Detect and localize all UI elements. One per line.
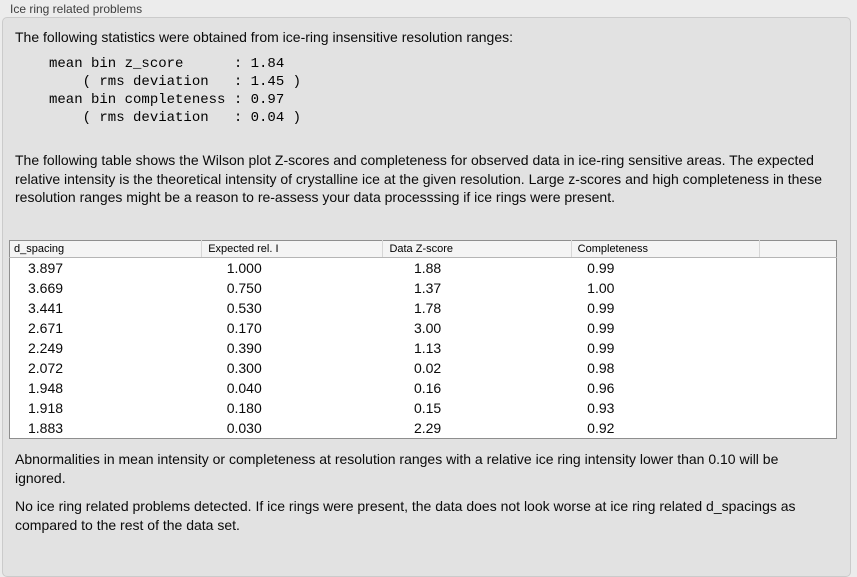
table-cell: 3.00 (413, 320, 442, 336)
table-cell: 0.92 (587, 420, 615, 436)
table-cell: 3.897 (28, 260, 64, 276)
table-cell: 3.669 (28, 280, 64, 296)
conclusion-text: No ice ring related problems detected. I… (15, 498, 796, 533)
table-cell: 2.072 (28, 360, 64, 376)
table-cell (759, 318, 836, 338)
ice-ring-table[interactable]: d_spacing Expected rel. I Data Z-score C… (9, 240, 837, 439)
table-cell: 1.78 (413, 300, 442, 316)
table-row[interactable]: 3.897 1.000 1.88 0.99 (10, 258, 837, 279)
table-cell (759, 418, 836, 439)
table-row[interactable]: 1.948 0.040 0.16 0.96 (10, 378, 837, 398)
table-cell: 0.530 (226, 300, 262, 316)
table-cell: 0.040 (226, 380, 262, 396)
table-cell: 0.98 (587, 360, 615, 376)
table-row[interactable]: 2.249 0.390 1.13 0.99 (10, 338, 837, 358)
groupbox-title: Ice ring related problems (10, 2, 143, 16)
table-cell: 0.99 (587, 320, 615, 336)
table-cell: 0.02 (413, 360, 442, 376)
table-row[interactable]: 2.072 0.300 0.02 0.98 (10, 358, 837, 378)
ice-ring-panel: The following statistics were obtained f… (2, 17, 851, 577)
table-row[interactable]: 3.669 0.750 1.37 1.00 (10, 278, 837, 298)
table-cell (759, 338, 836, 358)
table-description: The following table shows the Wilson plo… (15, 152, 822, 205)
table-cell: 1.948 (28, 380, 64, 396)
table-cell: 1.37 (413, 280, 442, 296)
table-cell: 2.29 (413, 420, 442, 436)
table-cell: 0.99 (587, 260, 615, 276)
column-header-completeness[interactable]: Completeness (570, 240, 760, 258)
table-cell (759, 398, 836, 418)
table-cell: 0.180 (226, 400, 262, 416)
table-cell (759, 378, 836, 398)
table-cell: 2.249 (28, 340, 64, 356)
table-cell: 1.000 (226, 260, 262, 276)
table-row[interactable]: 1.883 0.030 2.29 0.92 (10, 418, 837, 439)
table-cell: 1.13 (413, 340, 442, 356)
threshold-note: Abnormalities in mean intensity or compl… (15, 451, 779, 486)
table-body: 3.897 1.000 1.88 0.99 3.669 0.750 1.37 1.00 3.44… (10, 258, 837, 439)
table-row[interactable]: 3.441 0.530 1.78 0.99 (10, 298, 837, 318)
table-cell: 0.96 (587, 380, 615, 396)
table-cell (759, 358, 836, 378)
table-cell: 0.99 (587, 300, 615, 316)
table-cell: 2.671 (28, 320, 64, 336)
table-row[interactable]: 2.671 0.170 3.00 0.99 (10, 318, 837, 338)
table-cell: 0.300 (226, 360, 262, 376)
table-cell: 0.170 (226, 320, 262, 336)
table-cell: 1.918 (28, 400, 64, 416)
table-cell (759, 278, 836, 298)
table-cell: 0.93 (587, 400, 615, 416)
table-cell: 0.16 (413, 380, 442, 396)
column-header-d-spacing[interactable]: d_spacing (9, 240, 202, 258)
table-cell: 1.88 (413, 260, 442, 276)
table-cell: 0.15 (413, 400, 442, 416)
table-cell: 0.030 (226, 420, 262, 436)
table-cell: 1.00 (587, 280, 615, 296)
table-cell (759, 258, 836, 279)
ice-ring-table-widget[interactable]: d_spacing Expected rel. I Data Z-score C… (9, 240, 837, 439)
table-header: d_spacing Expected rel. I Data Z-score C… (9, 240, 837, 258)
column-header-empty[interactable] (758, 240, 837, 258)
statistics-block: mean bin z_score : 1.84 ( rms deviation … (49, 56, 302, 126)
table-cell (759, 298, 836, 318)
column-header-expected-rel-i[interactable]: Expected rel. I (201, 240, 383, 258)
table-cell: 0.750 (226, 280, 262, 296)
table-cell: 3.441 (28, 300, 64, 316)
table-row[interactable]: 1.918 0.180 0.15 0.93 (10, 398, 837, 418)
table-cell: 0.390 (226, 340, 262, 356)
column-header-data-z-score[interactable]: Data Z-score (382, 240, 572, 258)
table-cell: 0.99 (587, 340, 615, 356)
intro-text: The following statistics were obtained f… (15, 29, 514, 45)
table-cell: 1.883 (28, 420, 64, 436)
